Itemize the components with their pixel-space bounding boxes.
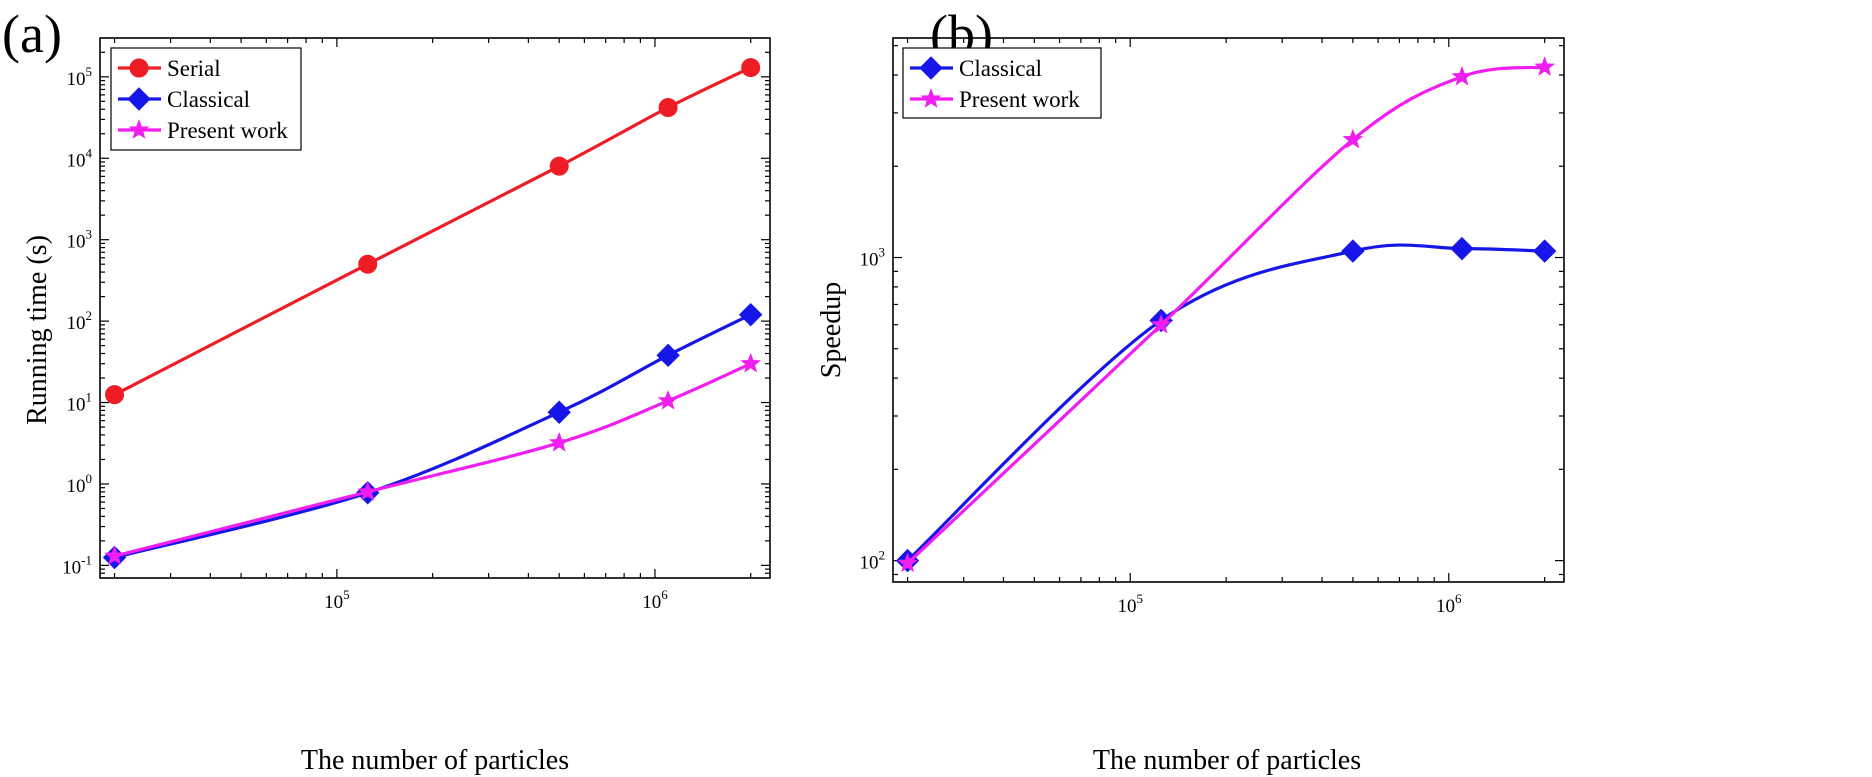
panel-a-y-axis-title: Running time (s)	[22, 235, 53, 425]
panel-b-classical-point	[1450, 236, 1474, 261]
panel-a-y-tick-label: 10-1	[62, 552, 92, 578]
panel-a-classical-line	[114, 313, 752, 560]
panel-a-legend-classical-label: Classical	[167, 87, 250, 112]
panel-a-y-tick-label: 105	[67, 64, 93, 90]
panel-b-classical-line	[906, 243, 1545, 562]
panel-a-present-work-point	[357, 481, 379, 501]
panel-b-x-axis-title: The number of particles	[1093, 745, 1361, 776]
panel-a-label: (a)	[2, 4, 62, 64]
panel-b-classical-point	[1532, 239, 1557, 263]
panel-a-x-tick-label: 105	[324, 587, 350, 613]
panel-a-serial-point	[105, 385, 125, 405]
panel-a-present-work-point	[548, 431, 570, 452]
panel-a-y-tick-label: 102	[67, 308, 93, 334]
panel-b-legend-present-work-label: Present work	[959, 87, 1080, 112]
panel-b-y-tick-label: 102	[860, 548, 886, 574]
panel-a-present-work-point	[657, 389, 679, 410]
panel-a-y-tick-label: 104	[67, 145, 93, 171]
panel-b-classical-point	[1341, 239, 1365, 263]
panel-b-y-tick-label: 103	[860, 245, 886, 271]
panel-a-serial-point	[741, 58, 761, 78]
panel-b-plot-frame	[892, 37, 1565, 583]
panel-b-present-work-line	[906, 65, 1545, 565]
panel-a-x-axis-title: The number of particles	[301, 745, 569, 776]
panel-a-classical-point	[738, 302, 763, 327]
panel-b: (b) The number of particles Speedup 105 1…	[816, 4, 1565, 776]
panel-a-y-tick-label: 101	[67, 390, 93, 416]
panel-b-y-axis-title: Speedup	[816, 282, 847, 378]
panel-a-legend-present-work-label: Present work	[167, 118, 288, 143]
panel-a-present-work-point	[104, 545, 125, 565]
panel-b-x-tick-label: 105	[1117, 591, 1143, 617]
panel-b-legend-classical-label: Classical	[959, 56, 1042, 81]
panel-a-legend-serial-label: Serial	[167, 56, 221, 81]
panel-a-y-tick-label: 103	[67, 227, 93, 253]
panel-b-legend-classical-marker	[919, 56, 943, 80]
panel-a: (a) The number of particles Running time…	[2, 4, 771, 776]
panel-a-legend-serial-marker	[129, 58, 149, 78]
panel-a-y-tick-label: 100	[67, 471, 93, 497]
panel-a-legend-classical-marker	[127, 87, 151, 111]
panel-a-serial-point	[658, 98, 678, 118]
panel-a-serial-point	[549, 156, 569, 176]
panel-a-classical-point	[656, 343, 680, 368]
panel-a-x-tick-label: 106	[642, 587, 668, 613]
panel-a-classical-point	[547, 400, 571, 424]
panel-a-present-work-line	[114, 362, 752, 558]
panel-b-present-work-point	[1451, 65, 1473, 86]
panel-a-serial-point	[358, 254, 378, 274]
panel-b-present-work-point	[897, 552, 918, 573]
panel-a-legend-present-work-marker	[128, 119, 150, 139]
panel-b-present-work-point	[1150, 313, 1172, 334]
panel-b-present-work-point	[1534, 56, 1556, 76]
panel-a-plot-frame	[99, 37, 771, 579]
panel-b-legend-present-work-marker	[920, 88, 942, 108]
panel-b-present-work-point	[1342, 128, 1364, 149]
panel-b-x-tick-label: 106	[1436, 591, 1462, 617]
panel-a-present-work-point	[740, 352, 762, 373]
